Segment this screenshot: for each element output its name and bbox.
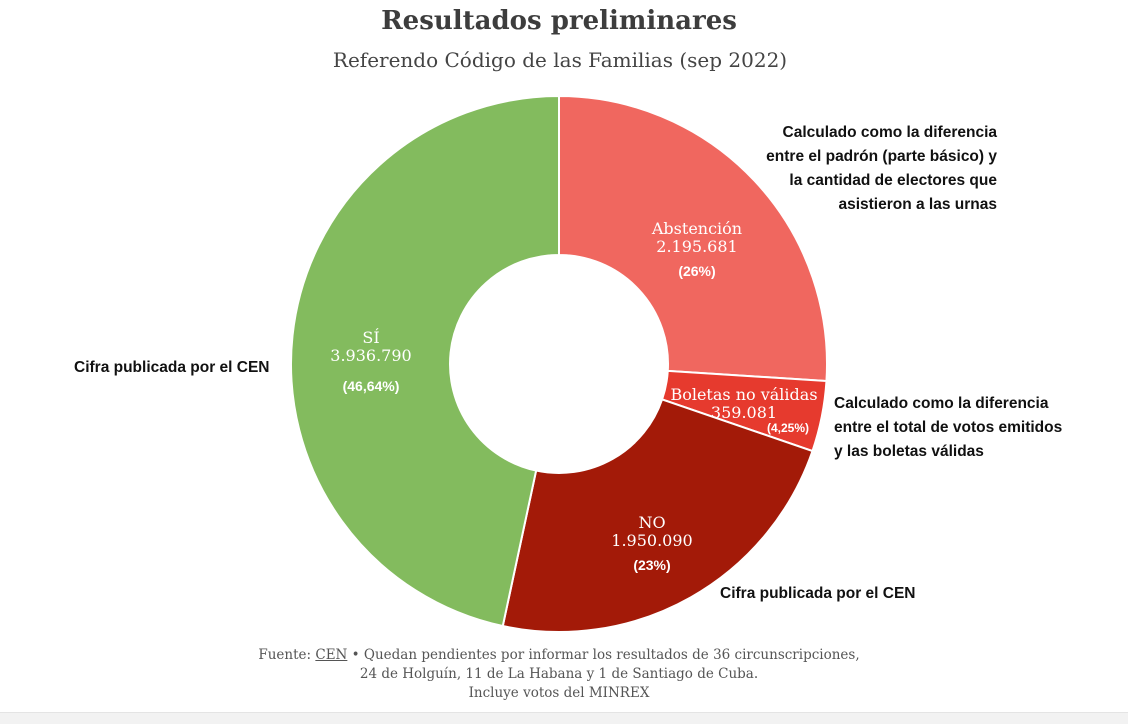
slice-label: SÍ	[362, 327, 379, 347]
slice-percent: (46,64%)	[343, 378, 400, 394]
chart-title: Resultados preliminares	[381, 6, 737, 36]
source-note: Fuente: CEN • Quedan pendientes por info…	[0, 646, 1118, 703]
nulos-note-line: entre el total de votos emitidos	[834, 419, 1063, 436]
nulos-note-line: y las boletas válidas	[834, 443, 984, 460]
slice-label: Boletas no válidas	[670, 385, 817, 404]
source-line2: 24 de Holguín, 11 de La Habana y 1 de Sa…	[359, 666, 759, 682]
abstencion-note-line: Calculado como la diferencia	[782, 124, 997, 141]
chart-subtitle: Referendo Código de las Familias (sep 20…	[332, 48, 788, 72]
slice-value: 2.195.681	[656, 237, 737, 256]
no-note: Cifra publicada por el CEN	[720, 585, 916, 602]
slice-percent: (26%)	[678, 263, 715, 279]
slice-label: NO	[638, 513, 665, 532]
slice-3[interactable]	[501, 398, 814, 633]
slice-value: 359.081	[711, 403, 777, 422]
abstencion-note-line: la cantidad de electores que	[789, 172, 997, 189]
slice-4[interactable]	[290, 94, 560, 628]
nulos-note: Calculado como la diferencia entre el to…	[834, 392, 1062, 464]
source-line3: Incluye votos del MINREX	[468, 685, 650, 701]
slice-percent: (4,25%)	[767, 421, 809, 435]
source-link[interactable]: CEN	[315, 647, 348, 663]
source-line1: • Quedan pendientes por informar los res…	[347, 647, 860, 663]
slice-label: Abstención	[651, 219, 742, 238]
slice-value: 3.936.790	[330, 346, 411, 365]
slice-percent: (23%)	[633, 557, 670, 573]
bottom-bar	[0, 712, 1128, 724]
source-prefix: Fuente:	[258, 647, 316, 663]
abstencion-note-line: entre el padrón (parte básico) y	[766, 148, 997, 165]
si-note: Cifra publicada por el CEN	[74, 359, 270, 376]
abstencion-note-line: asistieron a las urnas	[838, 196, 997, 213]
abstencion-note: Calculado como la diferencia entre el pa…	[766, 121, 997, 217]
slice-1[interactable]	[558, 94, 828, 383]
nulos-note-line: Calculado como la diferencia	[834, 395, 1049, 412]
slice-value: 1.950.090	[611, 531, 692, 550]
